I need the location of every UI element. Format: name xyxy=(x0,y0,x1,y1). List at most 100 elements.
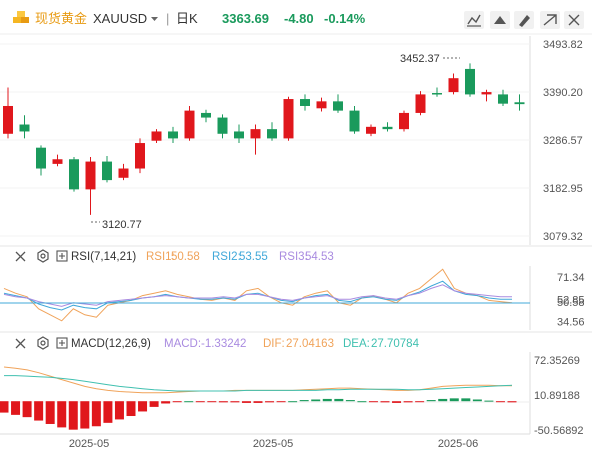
macd-histogram-bar xyxy=(449,398,459,402)
period-selector[interactable]: 日K xyxy=(176,11,198,26)
macd-histogram-bar xyxy=(276,401,286,403)
macd-axis-label: -50.56892 xyxy=(534,425,584,437)
candle[interactable] xyxy=(333,94,343,113)
candle[interactable] xyxy=(151,129,162,144)
candle-body xyxy=(19,124,30,132)
candle[interactable] xyxy=(514,94,525,111)
rsi-line-rsi3 xyxy=(3,284,512,307)
macd-histogram-bar xyxy=(184,401,194,403)
candle-body xyxy=(366,126,376,134)
rsi3-legend-value: 54.53 xyxy=(305,251,334,263)
symbol-selector[interactable]: XAUUSD xyxy=(93,11,147,26)
macd-histogram-bar xyxy=(461,398,471,402)
candle[interactable] xyxy=(201,109,211,123)
candle[interactable] xyxy=(382,122,393,132)
settings-icon[interactable] xyxy=(37,249,49,263)
price-axis-label: 3493.82 xyxy=(543,39,583,51)
low-label: 3120.77 xyxy=(102,219,142,231)
macd-histogram-bar xyxy=(322,398,332,402)
candle-body xyxy=(465,68,475,95)
candle[interactable] xyxy=(52,154,63,167)
gold-bars-icon xyxy=(13,11,29,23)
rsi2-legend-value: 53.55 xyxy=(239,251,268,263)
macd-axis-label: 72.35269 xyxy=(534,355,580,367)
candle-body xyxy=(333,101,343,111)
candle[interactable] xyxy=(415,91,426,116)
brush-icon[interactable] xyxy=(514,11,534,29)
candle[interactable] xyxy=(118,163,129,181)
candle[interactable] xyxy=(19,115,30,139)
candle[interactable] xyxy=(366,124,376,137)
expand-icon[interactable] xyxy=(56,250,68,262)
macd-histogram-bar xyxy=(45,401,55,424)
macd-legend-label: MACD: xyxy=(164,338,201,350)
candle[interactable] xyxy=(283,96,294,141)
draw-tools-icon[interactable] xyxy=(490,11,510,29)
candle[interactable] xyxy=(69,156,79,192)
candle[interactable] xyxy=(135,138,145,174)
candle[interactable] xyxy=(250,124,261,155)
candle[interactable] xyxy=(217,114,228,139)
candle[interactable] xyxy=(300,94,310,111)
macd-histogram-bar xyxy=(495,401,505,403)
candle-body xyxy=(349,110,360,132)
macd-histogram-bar xyxy=(472,399,482,402)
chevron-down-icon[interactable] xyxy=(151,17,158,21)
rsi3-legend-label: RSI3: xyxy=(279,251,308,263)
high-label: 3452.37 xyxy=(400,53,440,65)
macd-dea-line xyxy=(4,375,513,392)
macd-legend-value: -1.33242 xyxy=(201,338,246,350)
macd-histogram-bar xyxy=(380,401,390,403)
close-icon[interactable] xyxy=(15,338,26,349)
x-axis-label: 2025-05 xyxy=(69,438,109,450)
candle[interactable] xyxy=(349,105,360,134)
settings-icon[interactable] xyxy=(37,336,49,350)
candle-body xyxy=(118,168,129,178)
macd-histogram-bar xyxy=(299,400,309,402)
x-axis-labels: 2025-05 2025-05 2025-06 xyxy=(69,438,478,450)
candle[interactable] xyxy=(316,97,327,112)
candle-body xyxy=(250,129,261,139)
candle[interactable] xyxy=(168,126,178,144)
expand-icon[interactable] xyxy=(56,337,68,349)
candle[interactable] xyxy=(36,145,46,176)
macd-histogram-bar xyxy=(357,401,367,403)
candle[interactable] xyxy=(481,89,492,102)
dif-legend-label: DIF: xyxy=(263,338,285,350)
dea-legend-value: 27.70784 xyxy=(371,338,420,350)
macd-params: MACD(12,26,9) xyxy=(71,338,151,350)
candle[interactable] xyxy=(448,73,459,95)
macd-histogram-bar xyxy=(253,401,263,403)
last-price: 3363.69 xyxy=(222,11,269,26)
close-icon[interactable] xyxy=(564,11,584,29)
candle[interactable] xyxy=(102,156,112,183)
minimize-icon[interactable] xyxy=(540,11,560,29)
candle[interactable] xyxy=(3,87,13,139)
draw-line-icon[interactable] xyxy=(464,11,484,29)
candle[interactable] xyxy=(234,124,244,144)
macd-histogram-bar xyxy=(507,401,517,403)
candle-body xyxy=(184,110,195,139)
x-axis-label: 2025-05 xyxy=(253,438,293,450)
candle[interactable] xyxy=(498,89,508,106)
price-gridlines xyxy=(0,43,530,237)
macd-histogram-bar xyxy=(207,401,217,403)
candle-body xyxy=(168,131,178,139)
macd-histogram-bar xyxy=(57,401,67,428)
macd-histogram-bar xyxy=(438,398,448,402)
candle[interactable] xyxy=(465,63,475,97)
candles[interactable] xyxy=(3,63,525,215)
candle[interactable] xyxy=(184,105,195,141)
candle[interactable] xyxy=(267,122,277,141)
close-icon[interactable] xyxy=(15,251,26,262)
instrument-name[interactable]: 现货黄金 xyxy=(35,11,87,26)
candle-body xyxy=(36,147,46,169)
candle[interactable] xyxy=(399,110,409,132)
candle-body xyxy=(85,161,96,190)
toolbar xyxy=(464,11,584,29)
candle[interactable] xyxy=(85,156,96,215)
macd-histogram-bar xyxy=(68,401,78,430)
macd-histogram-bar xyxy=(22,401,32,418)
candle[interactable] xyxy=(432,87,442,97)
